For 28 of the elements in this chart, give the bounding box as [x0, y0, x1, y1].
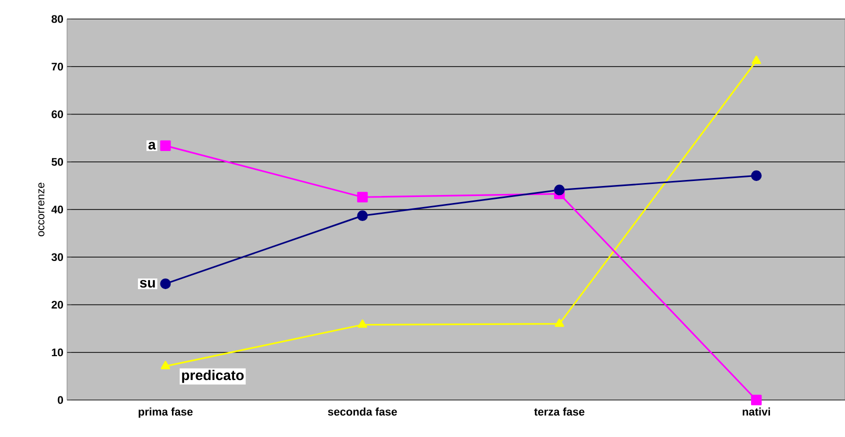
point [357, 210, 368, 221]
y-tick-label: 80 [52, 15, 64, 23]
y-tick-label: 10 [52, 348, 64, 356]
point [554, 318, 564, 327]
point [752, 56, 762, 64]
y-tick-label: 60 [52, 110, 64, 118]
y-tick-label: 50 [52, 158, 64, 166]
series-label: a [148, 142, 156, 150]
x-tick-label: nativi [742, 408, 770, 416]
point [358, 319, 368, 328]
y-tick-label: 40 [51, 206, 64, 214]
point [160, 278, 171, 290]
y-tick-label: 30 [51, 253, 64, 262]
point [554, 184, 565, 196]
y-axis-title: occorrenze [38, 182, 44, 236]
y-tick-label: 70 [52, 62, 64, 71]
point [751, 170, 762, 181]
series-label: su [140, 280, 155, 288]
x-tick-label: prima fase [138, 408, 193, 418]
point [160, 140, 171, 151]
series-label: predicato [182, 370, 244, 383]
y-tick-label: 20 [52, 300, 64, 309]
x-tick-label: seconda fase [328, 408, 397, 416]
point [357, 192, 368, 202]
point [160, 360, 170, 370]
y-tick-label: 0 [58, 396, 64, 404]
point [751, 394, 762, 406]
x-tick-label: terza fase [534, 408, 584, 416]
